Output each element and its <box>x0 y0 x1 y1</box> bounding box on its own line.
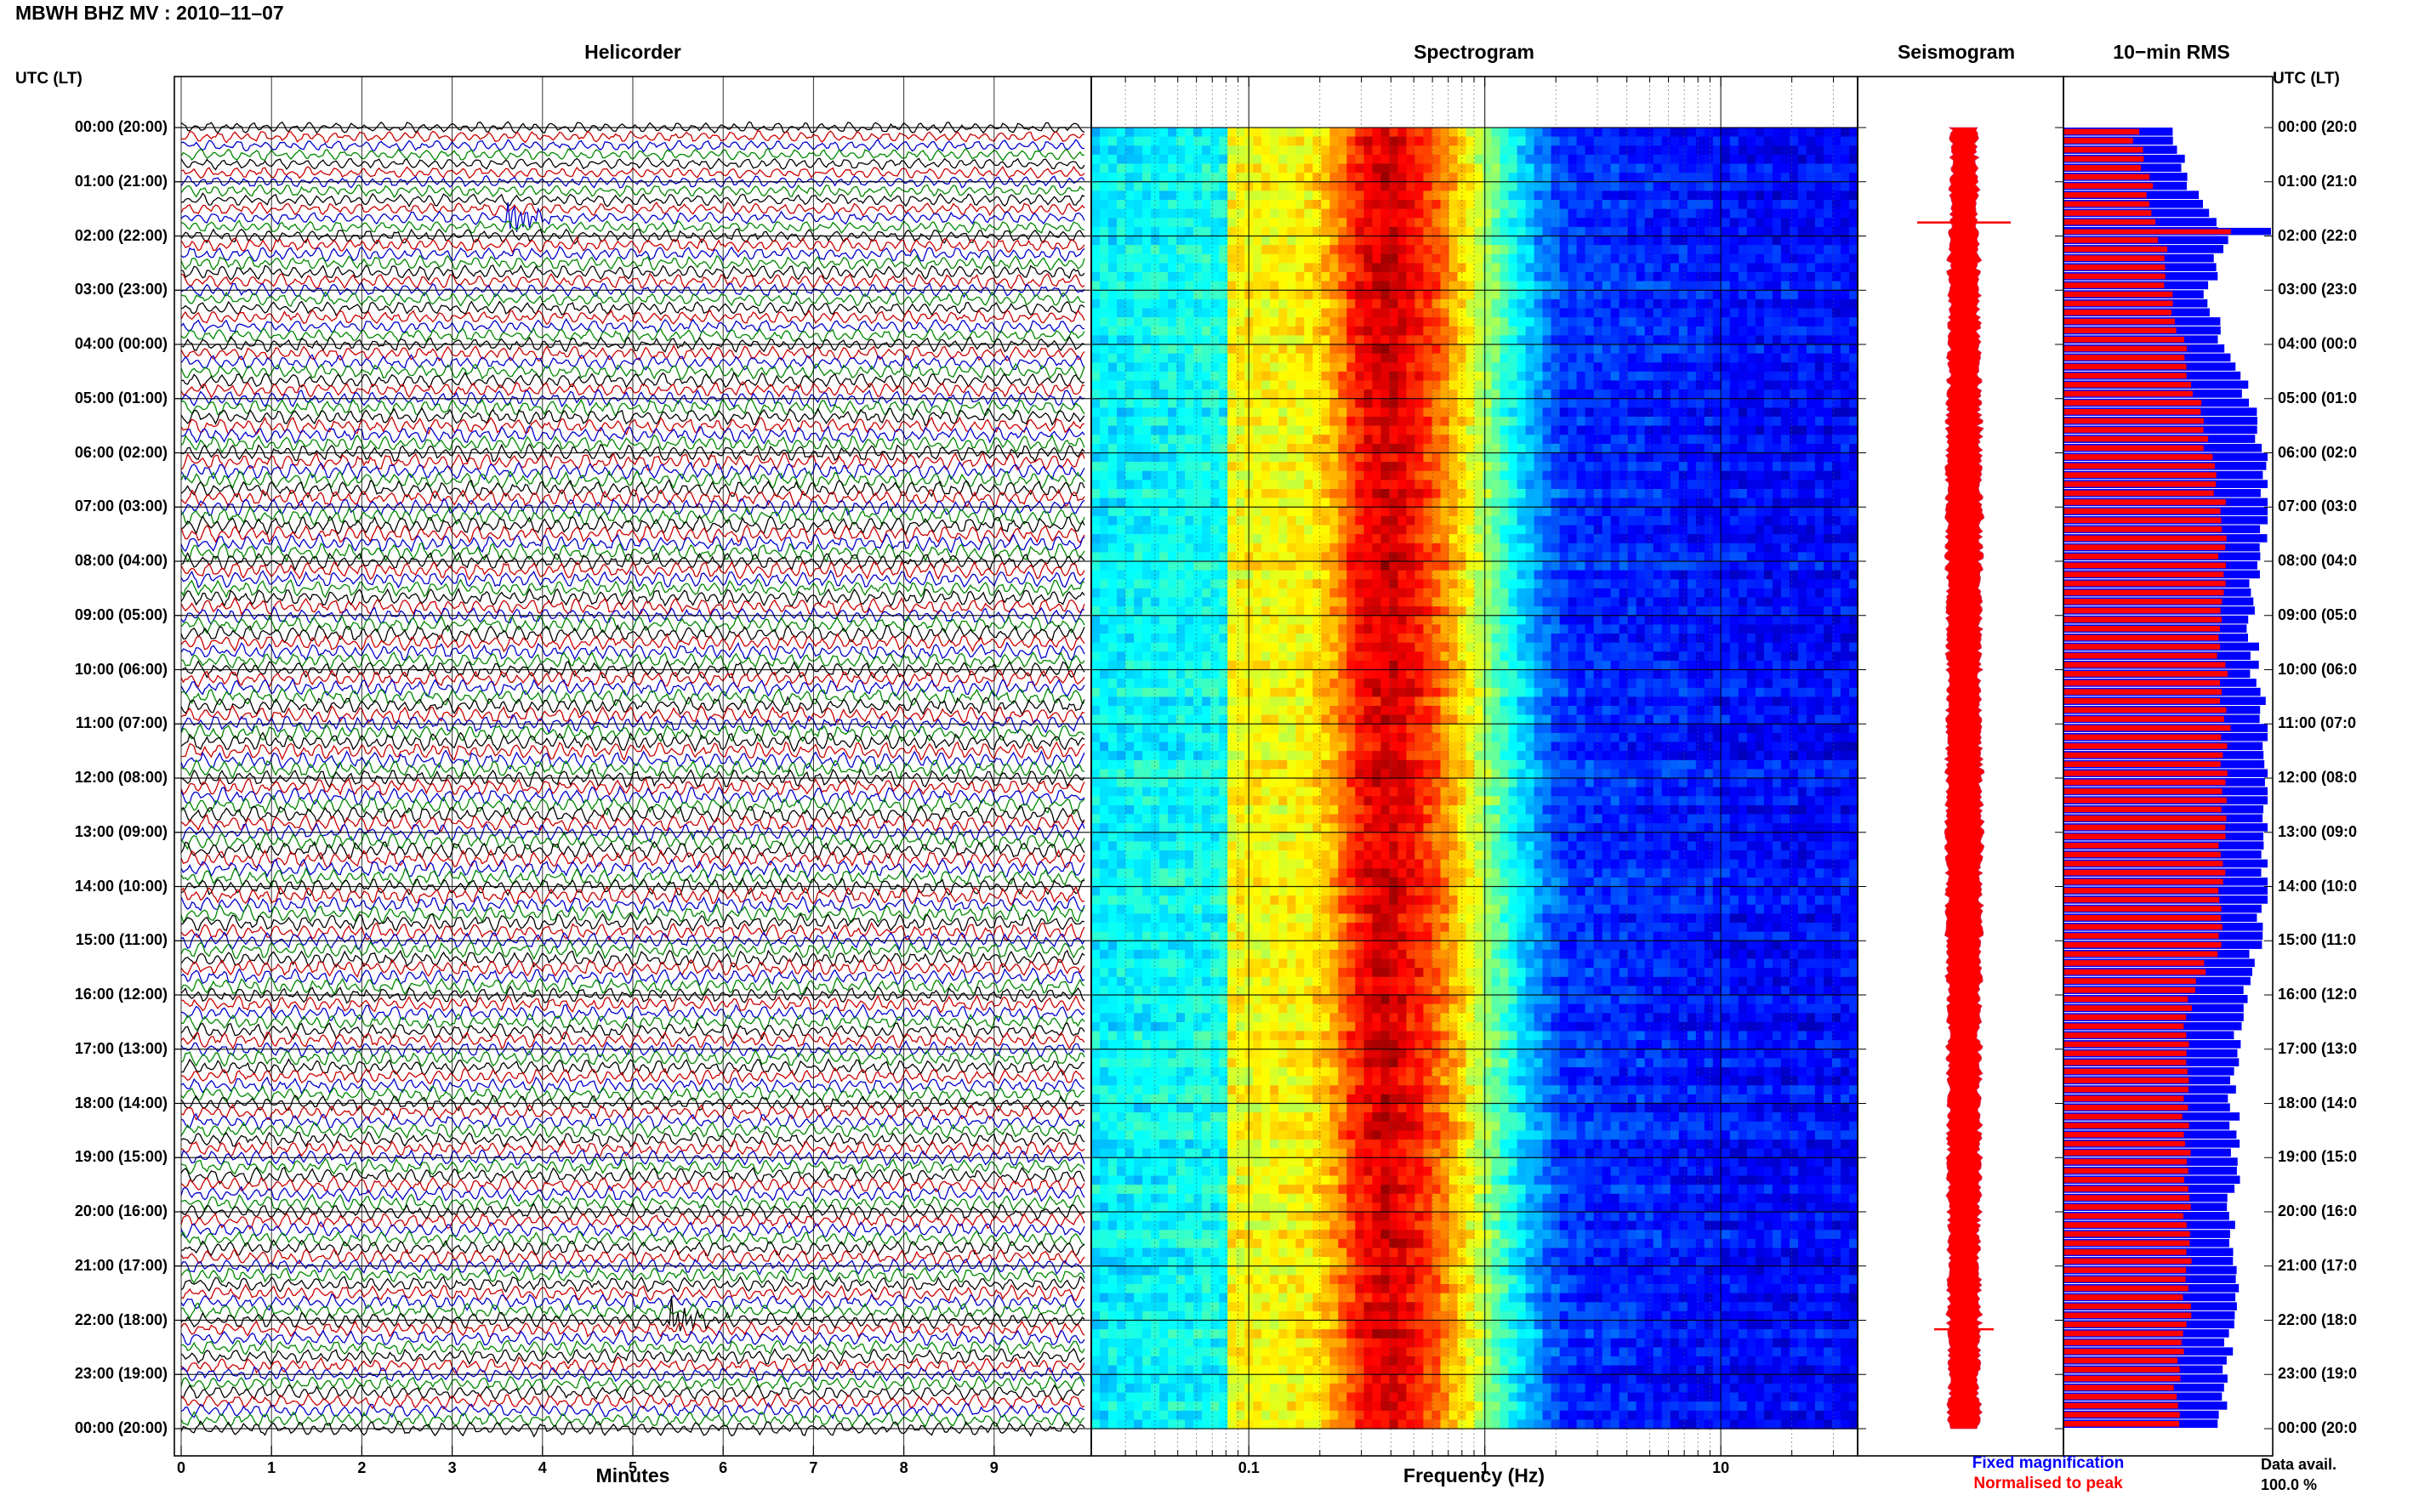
time-tick-right: 16:00 (12:0 <box>2278 986 2358 1003</box>
time-tick-right: 11:00 (07:0 <box>2278 714 2357 732</box>
time-tick-right: 15:00 (11:0 <box>2278 931 2357 949</box>
time-tick-left: 08:00 (04:00) <box>74 552 168 569</box>
time-tick-left: 03:00 (23:00) <box>74 281 168 298</box>
time-tick-left: 01:00 (21:00) <box>74 172 168 190</box>
time-tick-right: 21:00 (17:0 <box>2278 1256 2358 1274</box>
rms-title: 10−min RMS <box>2113 41 2230 63</box>
helicorder-x-tick: 9 <box>989 1459 999 1476</box>
time-tick-left: 15:00 (11:00) <box>75 931 168 949</box>
spectrogram-x-tick: 1 <box>1480 1459 1489 1476</box>
seismogram-title: Seismogram <box>1897 41 2016 63</box>
legend-normalised-to-peak: Normalised to peak <box>1973 1475 2123 1492</box>
time-tick-right: 00:00 (20:0 <box>2278 118 2358 135</box>
time-tick-left: 07:00 (03:00) <box>74 497 168 515</box>
time-tick-left: 18:00 (14:00) <box>74 1094 168 1111</box>
time-tick-right: 12:00 (08:0 <box>2278 769 2358 786</box>
time-tick-left: 06:00 (02:00) <box>74 443 168 461</box>
time-tick-left: 14:00 (10:00) <box>74 877 168 895</box>
hour-grid-lines <box>174 127 2273 1430</box>
helicorder-x-tick: 2 <box>357 1459 367 1476</box>
helicorder-x-tick: 5 <box>628 1459 638 1476</box>
figure-title: MBWH BHZ MV : 2010–11–07 <box>15 2 284 24</box>
time-tick-left: 12:00 (08:00) <box>74 769 168 786</box>
time-tick-left: 20:00 (16:00) <box>74 1202 168 1219</box>
helicorder-x-tick: 0 <box>176 1459 186 1476</box>
time-tick-right: 02:00 (22:0 <box>2278 226 2358 244</box>
time-tick-right: 20:00 (16:0 <box>2278 1202 2358 1219</box>
time-tick-left: 23:00 (19:00) <box>74 1365 168 1383</box>
time-tick-left: 17:00 (13:00) <box>74 1039 168 1057</box>
helicorder-x-axis-title: Minutes <box>595 1464 670 1486</box>
rms-frame <box>2063 76 2274 1457</box>
time-tick-right: 06:00 (02:0 <box>2278 443 2358 461</box>
time-axis-label-right: UTC (LT) <box>2273 70 2340 88</box>
time-tick-left: 09:00 (05:00) <box>74 605 168 623</box>
spectrogram-heatmap <box>1091 128 1858 1430</box>
time-tick-left: 19:00 (15:00) <box>74 1148 168 1166</box>
helicorder-x-tick: 6 <box>719 1459 728 1476</box>
time-tick-left: 13:00 (09:00) <box>74 822 168 840</box>
time-tick-left: 05:00 (01:00) <box>74 389 168 406</box>
time-tick-right: 19:00 (15:0 <box>2278 1148 2358 1166</box>
time-tick-right: 08:00 (04:0 <box>2278 552 2358 569</box>
helicorder-x-tick: 7 <box>809 1459 818 1476</box>
time-tick-left: 04:00 (00:00) <box>74 335 168 352</box>
time-tick-right: 10:00 (06:0 <box>2278 660 2358 678</box>
spectrogram-x-axis-title: Frequency (Hz) <box>1403 1464 1545 1486</box>
time-tick-right: 09:00 (05:0 <box>2278 605 2358 623</box>
spectrogram-title: Spectrogram <box>1414 41 1534 63</box>
helicorder-grid <box>180 77 995 1456</box>
time-tick-left: 11:00 (07:00) <box>75 714 168 732</box>
time-tick-right: 00:00 (20:0 <box>2278 1419 2358 1436</box>
time-tick-left: 10:00 (06:00) <box>74 660 168 678</box>
time-tick-left: 02:00 (22:00) <box>74 226 168 244</box>
spectrogram-x-tick: 10 <box>1712 1459 1730 1476</box>
data-availability-value: 100.0 % <box>2261 1476 2318 1493</box>
data-availability-label: Data avail. <box>2261 1456 2337 1473</box>
time-tick-right: 23:00 (19:0 <box>2278 1365 2358 1383</box>
time-tick-right: 13:00 (09:0 <box>2278 822 2358 840</box>
time-tick-left: 00:00 (20:00) <box>74 1419 168 1436</box>
time-tick-left: 00:00 (20:00) <box>74 118 168 135</box>
time-tick-right: 04:00 (00:0 <box>2278 335 2358 352</box>
time-tick-right: 05:00 (01:0 <box>2278 389 2358 406</box>
rms-bars <box>2063 128 2271 1428</box>
legend-fixed-magnification: Fixed magnification <box>1972 1454 2125 1472</box>
helicorder-x-tick: 4 <box>538 1459 547 1476</box>
time-tick-right: 07:00 (03:0 <box>2278 497 2358 515</box>
time-tick-left: 16:00 (12:00) <box>74 986 168 1003</box>
time-tick-right: 14:00 (10:0 <box>2278 877 2358 895</box>
panel-frames <box>174 76 2274 1457</box>
time-tick-left: 22:00 (18:00) <box>74 1310 168 1328</box>
spectrogram-grid <box>1124 77 1835 1456</box>
time-tick-right: 17:00 (13:0 <box>2278 1039 2358 1057</box>
helicorder-title: Helicorder <box>584 41 681 63</box>
helicorder-x-tick: 3 <box>447 1459 457 1476</box>
spectrogram-x-tick: 0.1 <box>1238 1459 1260 1476</box>
helicorder-x-tick: 1 <box>267 1459 276 1476</box>
time-tick-right: 01:00 (21:0 <box>2278 172 2358 190</box>
time-axis-label-left: UTC (LT) <box>15 70 83 88</box>
helicorder-x-tick: 8 <box>899 1459 908 1476</box>
time-tick-right: 22:00 (18:0 <box>2278 1310 2358 1328</box>
time-tick-left: 21:00 (17:00) <box>74 1256 168 1274</box>
seismogram-trace <box>1917 127 2011 1430</box>
time-tick-right: 18:00 (14:0 <box>2278 1094 2358 1111</box>
time-tick-right: 03:00 (23:0 <box>2278 281 2358 298</box>
